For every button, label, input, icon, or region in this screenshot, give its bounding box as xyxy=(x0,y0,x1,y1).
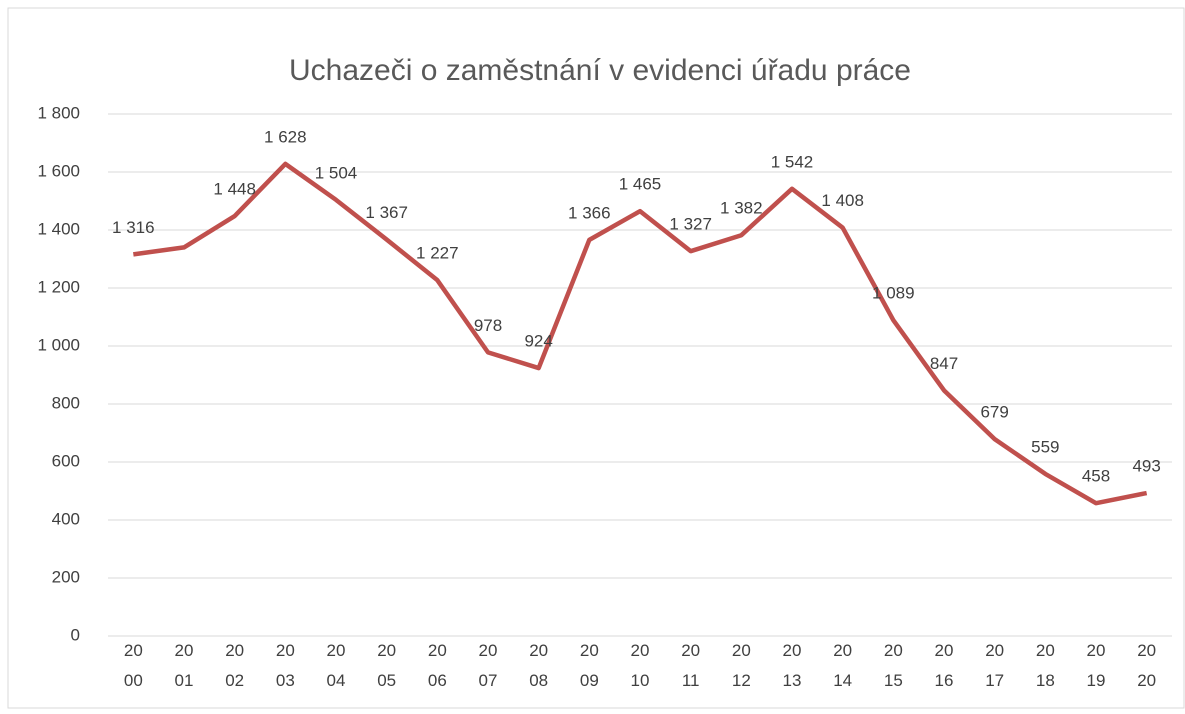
x-tick-label: 20 19 xyxy=(1087,641,1106,690)
data-label: 1 465 xyxy=(619,175,662,194)
data-label: 1 504 xyxy=(315,163,358,182)
chart-border xyxy=(7,7,1185,709)
data-label: 1 382 xyxy=(720,199,763,218)
data-label: 1 327 xyxy=(669,215,712,234)
x-tick-label: 20 18 xyxy=(1036,641,1055,690)
x-tick-label: 20 17 xyxy=(985,641,1004,690)
x-tick-label: 20 03 xyxy=(276,641,295,690)
x-tick-label: 20 02 xyxy=(225,641,244,690)
y-tick-label: 1 400 xyxy=(37,219,80,238)
x-tick-label: 20 14 xyxy=(833,641,852,690)
data-label: 679 xyxy=(980,403,1008,422)
data-label: 1 448 xyxy=(213,180,256,199)
x-tick-label: 20 00 xyxy=(124,641,143,690)
data-label: 458 xyxy=(1082,467,1110,486)
x-tick-label: 20 07 xyxy=(479,641,498,690)
x-tick-label: 20 15 xyxy=(884,641,903,690)
data-label: 1 408 xyxy=(821,191,864,210)
data-label: 1 542 xyxy=(771,152,814,171)
x-tick-label: 20 16 xyxy=(935,641,954,690)
x-tick-label: 20 13 xyxy=(783,641,802,690)
data-label: 1 316 xyxy=(112,218,155,237)
y-tick-label: 200 xyxy=(52,567,80,586)
x-tick-label: 20 05 xyxy=(377,641,396,690)
x-tick-label: 20 11 xyxy=(681,641,700,690)
y-tick-label: 400 xyxy=(52,509,80,528)
data-label: 559 xyxy=(1031,437,1059,456)
x-tick-label: 20 10 xyxy=(631,641,650,690)
x-tick-label: 20 08 xyxy=(529,641,548,690)
data-label: 1 367 xyxy=(365,203,408,222)
data-label: 1 628 xyxy=(264,127,307,146)
y-tick-label: 1 200 xyxy=(37,277,80,296)
x-tick-label: 20 09 xyxy=(580,641,599,690)
y-tick-label: 1 800 xyxy=(37,103,80,122)
data-label: 1 227 xyxy=(416,244,459,263)
data-label: 1 366 xyxy=(568,203,611,222)
y-tick-label: 0 xyxy=(71,625,80,644)
y-tick-label: 1 000 xyxy=(37,335,80,354)
y-tick-label: 600 xyxy=(52,451,80,470)
data-label: 1 089 xyxy=(872,284,915,303)
data-label: 847 xyxy=(930,354,958,373)
x-tick-label: 20 06 xyxy=(428,641,447,690)
data-label: 924 xyxy=(524,332,552,351)
x-tick-label: 20 20 xyxy=(1137,641,1156,690)
data-label: 493 xyxy=(1132,457,1160,476)
data-label: 978 xyxy=(474,316,502,335)
chart-title: Uchazeči o zaměstnání v evidenci úřadu p… xyxy=(289,54,911,87)
y-tick-label: 800 xyxy=(52,393,80,412)
x-tick-label: 20 04 xyxy=(327,641,346,690)
y-tick-label: 1 600 xyxy=(37,161,80,180)
data-line xyxy=(133,161,1148,506)
x-tick-label: 20 01 xyxy=(175,641,194,690)
x-tick-label: 20 12 xyxy=(732,641,751,690)
